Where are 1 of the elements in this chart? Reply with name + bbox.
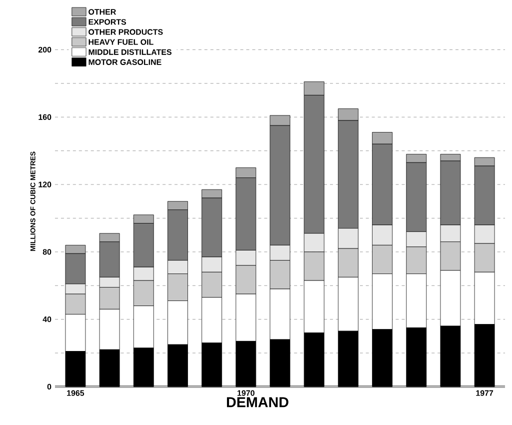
text: DEMAND (226, 397, 288, 408)
